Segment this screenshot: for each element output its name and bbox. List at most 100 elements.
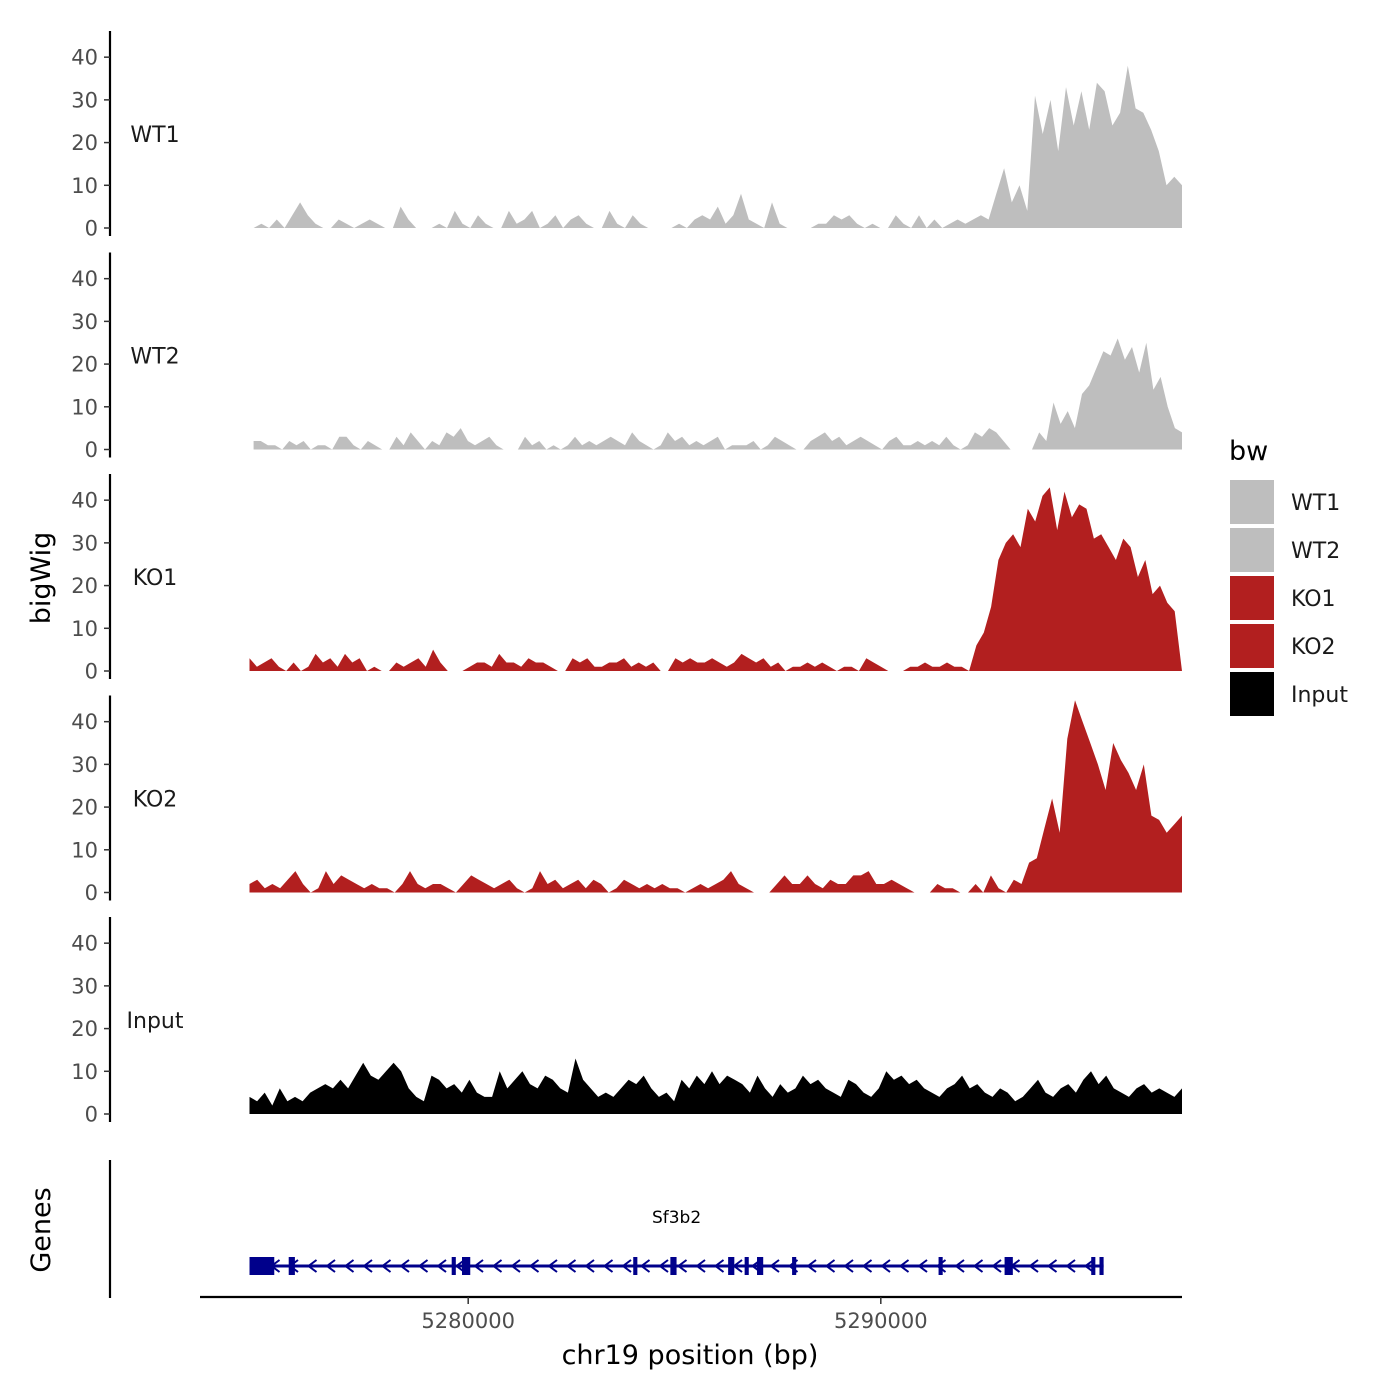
y-tick-label-wt2-20: 20 — [71, 353, 98, 377]
y-tick-label-wt1-10: 10 — [71, 174, 98, 198]
strand-arrow — [639, 1259, 651, 1273]
exon-7 — [728, 1257, 735, 1275]
strand-arrow — [547, 1259, 558, 1273]
strand-arrow — [935, 1259, 947, 1273]
track-ko1: 0 10 20 30 40 KO1 — [71, 474, 1182, 684]
strand-arrow — [436, 1259, 447, 1273]
exon-3 — [451, 1257, 456, 1275]
exon-10 — [792, 1257, 797, 1275]
strand-arrow — [565, 1259, 577, 1273]
y-tick-label-wt1-0: 0 — [85, 217, 98, 241]
y-tick-label-wt1-30: 30 — [71, 88, 98, 112]
legend-key-wt2 — [1230, 528, 1274, 572]
legend-key-input — [1230, 672, 1274, 716]
strand-arrow — [880, 1259, 891, 1273]
strand-arrow — [917, 1259, 928, 1273]
strand-arrow — [306, 1259, 318, 1273]
strand-arrow — [584, 1259, 595, 1273]
track-label-ko1: KO1 — [133, 566, 178, 591]
y-tick-label-wt1-40: 40 — [71, 46, 98, 70]
strand-arrow — [1083, 1259, 1095, 1273]
strand-arrow — [898, 1259, 910, 1273]
y-tick-label-ko1-10: 10 — [71, 617, 98, 641]
area-wt2 — [253, 338, 1183, 450]
y-tick-label-wt1-20: 20 — [71, 131, 98, 155]
y-tick-label-wt2-0: 0 — [85, 438, 98, 462]
y-tick-label-input-40: 40 — [71, 932, 98, 956]
y-tick-label-ko2-40: 40 — [71, 710, 98, 734]
track-wt1: 0 10 20 30 40 WT1 — [71, 31, 1183, 241]
track-ko2: 0 10 20 30 40 KO2 — [71, 695, 1182, 905]
y-axis-title: bigWig — [26, 532, 57, 625]
strand-arrow — [861, 1259, 873, 1273]
strand-arrow — [676, 1259, 688, 1273]
strand-arrow — [769, 1259, 780, 1273]
area-ko1 — [249, 487, 1182, 671]
y-tick-label-ko2-0: 0 — [85, 881, 98, 905]
strand-arrow — [343, 1259, 355, 1273]
exon-6 — [670, 1257, 677, 1275]
exon-13 — [1091, 1257, 1096, 1275]
strand-arrow — [658, 1259, 669, 1273]
strand-arrow — [713, 1259, 725, 1273]
legend-label-wt2: WT2 — [1291, 539, 1340, 564]
legend-key-ko1 — [1230, 576, 1274, 620]
y-tick-label-ko1-20: 20 — [71, 574, 98, 598]
y-tick-label-wt2-10: 10 — [71, 395, 98, 419]
legend-key-ko2 — [1230, 624, 1274, 668]
strand-arrow — [1065, 1259, 1076, 1273]
track-label-ko2: KO2 — [133, 788, 178, 813]
strand-arrow — [824, 1259, 836, 1273]
x-axis: 5280000 5290000 — [200, 1295, 1182, 1333]
genes-axis-title: Genes — [26, 1187, 57, 1272]
track-label-wt1: WT1 — [130, 123, 179, 148]
strand-arrow — [362, 1259, 373, 1273]
area-input — [249, 1058, 1182, 1114]
y-tick-label-ko1-40: 40 — [71, 489, 98, 513]
exon-1 — [249, 1257, 275, 1275]
strand-arrow — [843, 1259, 854, 1273]
strand-arrow — [325, 1259, 336, 1273]
area-ko2 — [249, 700, 1182, 893]
y-tick-label-input-0: 0 — [85, 1103, 98, 1127]
strand-arrow — [602, 1259, 614, 1273]
strand-arrow — [1046, 1259, 1058, 1273]
strand-arrow — [954, 1259, 965, 1273]
y-tick-label-ko2-30: 30 — [71, 753, 98, 777]
strand-arrow — [1028, 1259, 1039, 1273]
exon-12 — [1004, 1257, 1013, 1275]
y-tick-label-input-10: 10 — [71, 1060, 98, 1084]
legend-label-ko2: KO2 — [1291, 635, 1336, 660]
strand-arrow — [380, 1259, 392, 1273]
area-wt1 — [253, 65, 1183, 228]
exon-9 — [757, 1257, 764, 1275]
strand-arrow — [528, 1259, 540, 1273]
strand-arrow — [473, 1259, 484, 1273]
y-tick-label-wt2-40: 40 — [71, 267, 98, 291]
exon-5 — [633, 1257, 638, 1275]
legend-title: bw — [1229, 436, 1268, 467]
y-tick-label-ko1-0: 0 — [85, 660, 98, 684]
strand-arrow — [510, 1259, 521, 1273]
legend-label-ko1: KO1 — [1291, 587, 1336, 612]
strand-arrow — [806, 1259, 817, 1273]
bigwig-tracks: 0 10 20 30 40 WT1 0 10 20 30 40 WT2 0 10 20 30 40 KO1 0 10 2… — [71, 31, 1183, 1127]
y-tick-label-input-20: 20 — [71, 1017, 98, 1041]
x-tick-label-5280000: 5280000 — [421, 1309, 515, 1333]
track-label-input: Input — [127, 1009, 184, 1034]
legend-label-input: Input — [1291, 683, 1348, 708]
legend: bw WT1 WT2 KO1 KO2 Input — [1229, 436, 1348, 716]
gene-name-label: Sf3b2 — [652, 1208, 701, 1228]
strand-arrow — [695, 1259, 706, 1273]
strand-arrow — [454, 1259, 466, 1273]
legend-label-wt1: WT1 — [1291, 491, 1340, 516]
track-wt2: 0 10 20 30 40 WT2 — [71, 252, 1183, 462]
x-axis-title: chr19 position (bp) — [562, 1340, 819, 1371]
strand-arrow — [621, 1259, 632, 1273]
strand-arrow — [399, 1259, 410, 1273]
strand-arrow — [972, 1259, 984, 1273]
x-tick-label-5290000: 5290000 — [834, 1309, 928, 1333]
y-tick-label-ko2-20: 20 — [71, 796, 98, 820]
exon-14 — [1099, 1257, 1104, 1275]
